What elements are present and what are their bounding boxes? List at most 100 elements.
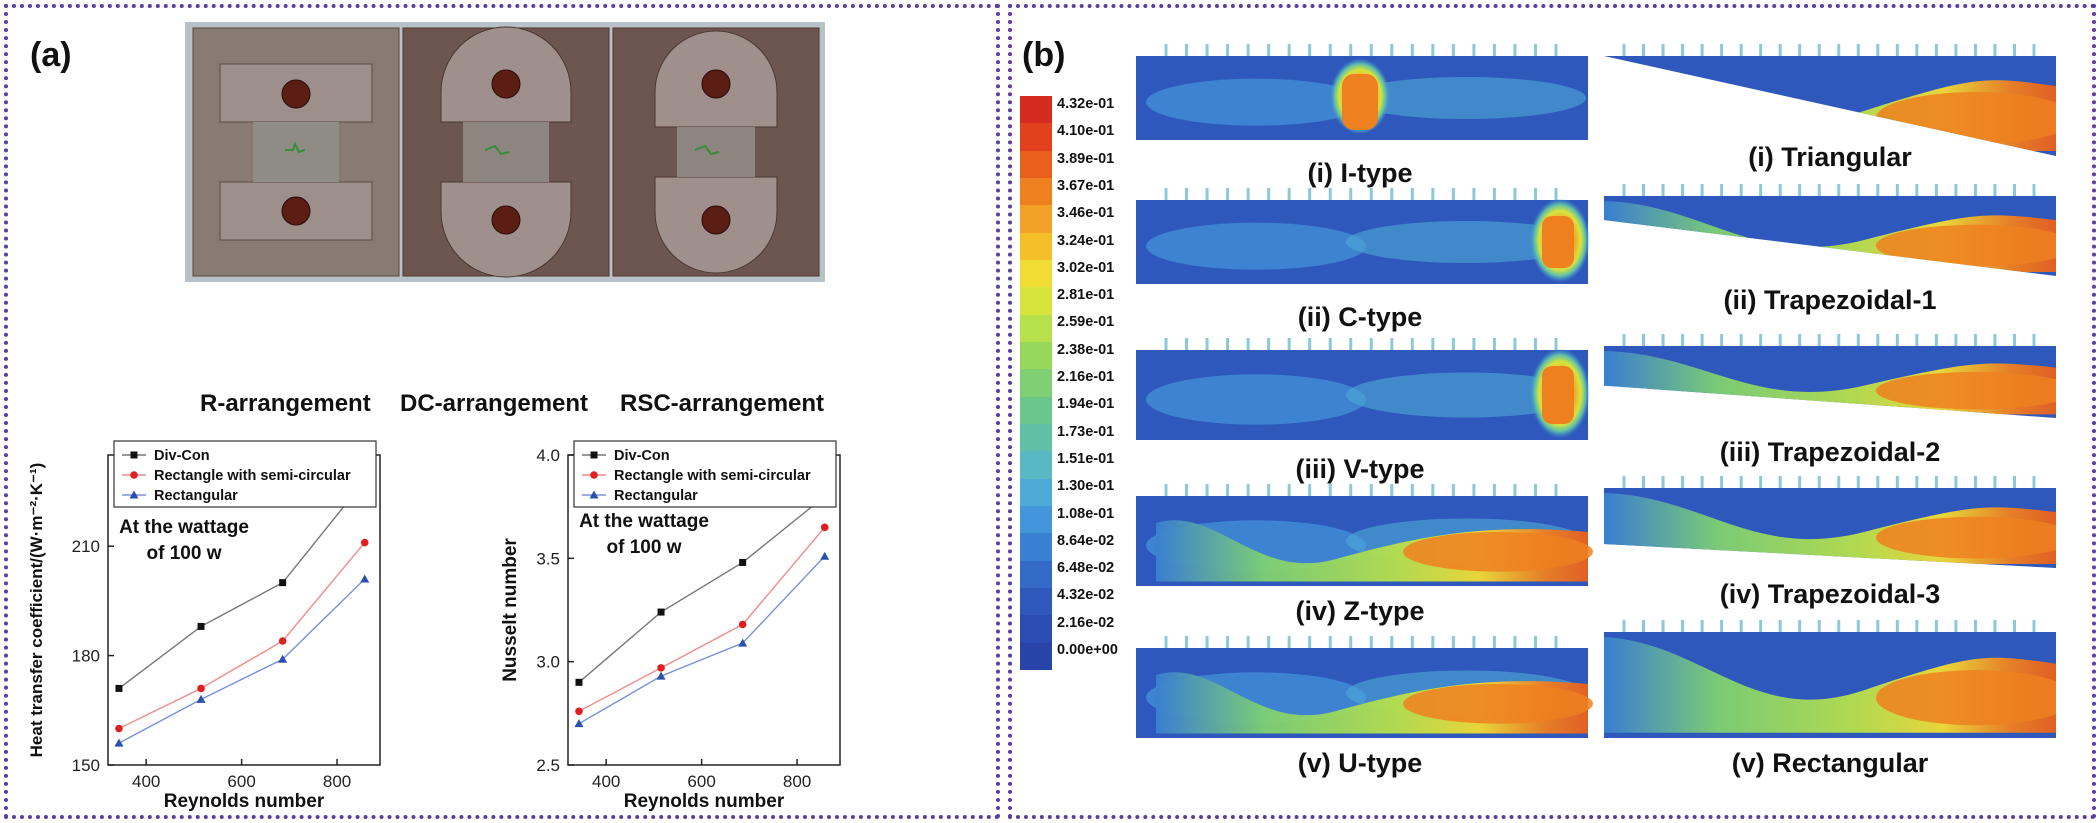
color-scale-label: 6.48e-02 xyxy=(1057,560,1115,577)
color-scale-swatch xyxy=(1020,205,1052,234)
color-scale-swatch xyxy=(1020,424,1052,452)
nusselt-chart: 400 600 800 2.5 3.0 3.5 4.0 Reynolds number Nuss… xyxy=(500,440,841,812)
color-scale-swatch xyxy=(1020,369,1052,398)
contour-field-right xyxy=(1604,44,2056,156)
data-point xyxy=(360,574,370,583)
x-axis-label: Reynolds number xyxy=(164,791,325,812)
field-label-z-type: (iv) Z-type xyxy=(1295,596,1425,626)
data-point xyxy=(657,664,665,672)
data-point xyxy=(196,694,206,703)
x-tick-label: 400 xyxy=(592,772,620,791)
series-line xyxy=(578,526,826,712)
color-scale-label: 4.10e-01 xyxy=(1057,123,1115,140)
dc-arrangement-render xyxy=(402,26,610,278)
color-scale-label: 2.16e-01 xyxy=(1057,369,1115,385)
x-tick-label: 600 xyxy=(687,772,715,791)
color-scale-label: 2.16e-02 xyxy=(1057,614,1115,631)
color-scale-label: 1.73e-01 xyxy=(1057,423,1115,440)
panel-a-label: (a) xyxy=(30,36,72,74)
color-scale-swatch xyxy=(1020,478,1052,507)
field-label-i-type: (i) I-type xyxy=(1307,158,1413,188)
field-label-rectangular: (v) Rectangular xyxy=(1731,748,1929,778)
color-scale-swatch xyxy=(1020,314,1052,343)
data-point xyxy=(820,551,830,560)
chart-annotation: At the wattage xyxy=(119,517,249,538)
chart-annotation: of 100 w xyxy=(607,537,682,558)
y-tick-label: 4.0 xyxy=(536,446,560,465)
y-tick-label: 3.5 xyxy=(536,549,560,568)
field-label-triangular: (i) Triangular xyxy=(1748,142,1912,172)
data-point xyxy=(739,558,747,566)
color-scale-swatch xyxy=(1020,96,1052,124)
legend-box xyxy=(113,440,377,508)
data-point xyxy=(278,637,287,645)
color-scale-label: 2.59e-01 xyxy=(1057,314,1115,331)
color-scale-label: 1.94e-01 xyxy=(1057,396,1115,413)
data-point xyxy=(575,707,583,716)
color-scale-label: 4.32e-02 xyxy=(1057,587,1115,604)
legend-marker xyxy=(589,490,599,499)
color-scale-label: 1.30e-01 xyxy=(1057,478,1115,495)
data-point xyxy=(279,579,287,587)
data-point xyxy=(575,678,583,686)
color-scale-label: 4.32e-01 xyxy=(1057,96,1115,112)
data-point xyxy=(278,654,288,663)
contour-field-right xyxy=(1604,184,2056,276)
data-point xyxy=(657,608,665,616)
color-scale-label: 8.64e-02 xyxy=(1057,532,1115,549)
dc-arrangement-label: DC-arrangement xyxy=(400,390,589,417)
y-tick-label: 210 xyxy=(72,537,100,556)
y-tick-label: 3.0 xyxy=(536,653,560,672)
x-tick-label: 800 xyxy=(783,772,811,791)
data-point xyxy=(738,620,747,629)
field-label-u-type: (v) U-type xyxy=(1297,748,1423,778)
color-scale-swatch xyxy=(1020,178,1052,206)
x-axis-label: Reynolds number xyxy=(624,791,785,812)
legend-entry: Rectangle with semi-circular xyxy=(614,468,811,484)
color-scale-label: 1.51e-01 xyxy=(1057,450,1115,467)
contour-field-right xyxy=(1604,476,2056,568)
field-label-c-type: (ii) C-type xyxy=(1297,302,1423,332)
contour-field-left xyxy=(1136,44,1588,140)
contour-field-left xyxy=(1136,484,1593,586)
legend-entry: Rectangular xyxy=(154,488,238,504)
color-scale-label: 3.46e-01 xyxy=(1057,205,1115,222)
data-point xyxy=(738,638,748,647)
field-label-trapezoidal-2: (iii) Trapezoidal-2 xyxy=(1719,437,1941,467)
r-arrangement-label: R-arrangement xyxy=(200,390,371,417)
field-label-v-type: (iii) V-type xyxy=(1295,454,1425,484)
y-tick-label: 180 xyxy=(72,647,100,666)
x-tick-label: 400 xyxy=(132,772,160,791)
panel-b xyxy=(1008,4,2096,819)
series-line xyxy=(578,555,826,725)
color-scale-swatch xyxy=(1020,287,1052,316)
y-tick-label: 2.5 xyxy=(536,756,560,775)
contour-field-right xyxy=(1604,620,2056,738)
color-scale-label: 3.89e-01 xyxy=(1057,150,1115,167)
data-point xyxy=(197,622,205,630)
color-scale-swatch xyxy=(1020,506,1052,534)
color-scale-swatch xyxy=(1020,533,1052,562)
legend-marker xyxy=(130,471,138,479)
color-scale-swatch xyxy=(1020,451,1052,480)
contour-field-right xyxy=(1604,334,2056,418)
data-point xyxy=(820,523,829,532)
data-point xyxy=(115,724,123,733)
data-point xyxy=(114,738,124,747)
contour-field-left xyxy=(1136,188,1590,284)
color-scale-swatch xyxy=(1020,232,1052,261)
rsc-arrangement-render xyxy=(612,27,820,277)
legend-entry: Rectangle with semi-circular xyxy=(154,468,351,484)
legend-entry: Div-Con xyxy=(614,448,670,464)
series-line xyxy=(118,480,366,689)
legend-marker xyxy=(590,451,598,459)
y-tick-label: 150 xyxy=(72,756,100,775)
legend-entry: Div-Con xyxy=(154,448,210,464)
color-scale-swatch xyxy=(1020,642,1052,671)
color-scale-label: 3.02e-01 xyxy=(1057,259,1115,276)
rsc-arrangement-label: RSC-arrangement xyxy=(620,390,825,417)
chart-annotation: of 100 w xyxy=(147,543,222,564)
data-point xyxy=(656,671,666,680)
color-scale-label: 2.38e-01 xyxy=(1057,341,1115,358)
